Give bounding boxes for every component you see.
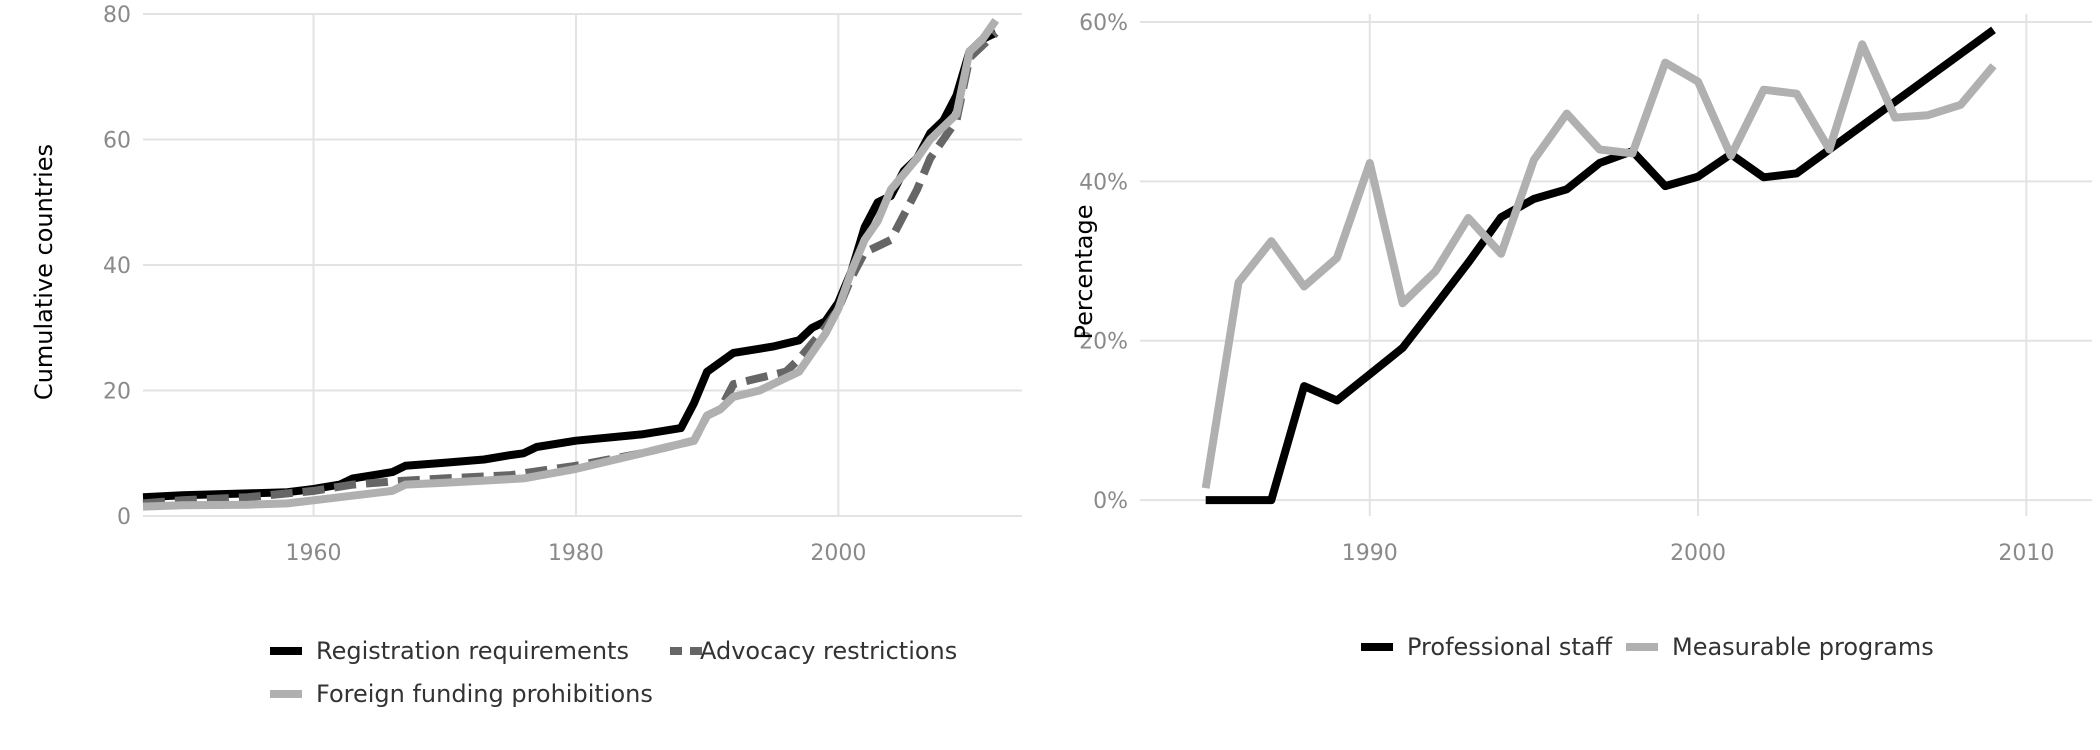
legend-label: Professional staff (1407, 633, 1612, 661)
y-tick-label: 60 (103, 129, 131, 154)
legend-item: Measurable programs (1626, 633, 1934, 661)
series-line-advocacy-restrictions (142, 29, 999, 508)
x-tick-label: 1980 (548, 541, 604, 566)
x-tick-label: 2000 (810, 541, 866, 566)
x-tick-label: 1990 (1342, 541, 1398, 566)
legend-item: Registration requirements (270, 637, 629, 665)
series-line-measurable-programs (1201, 40, 1997, 489)
chart-2: 1990 2000 2010 0% 20% 40% 60% Percentage Profess… (1070, 11, 2092, 661)
legend: Registration requirements Advocacy restri… (270, 637, 957, 708)
y-tick-label: 0% (1093, 489, 1128, 514)
y-tick-label: 40 (103, 254, 131, 279)
legend-label: Advocacy restrictions (700, 637, 957, 665)
y-axis-title: Percentage (1070, 204, 1098, 339)
legend-label: Foreign funding prohibitions (316, 680, 653, 708)
legend-item: Professional staff (1361, 633, 1612, 661)
x-tick-label: 2000 (1670, 541, 1726, 566)
y-tick-label: 60% (1079, 11, 1128, 36)
series-line-foreign-funding-prohibitions (142, 18, 1000, 511)
x-tick-label: 2010 (1998, 541, 2054, 566)
legend-item: Advocacy restrictions (670, 637, 957, 665)
y-tick-label: 40% (1079, 170, 1128, 195)
legend-label: Measurable programs (1672, 633, 1934, 661)
x-tick-label: 1960 (286, 541, 342, 566)
y-tick-label: 20% (1079, 330, 1128, 355)
chart-1: 1960 1980 2000 0 20 40 60 80 Cumulative countrie… (30, 3, 1022, 708)
y-tick-label: 20 (103, 380, 131, 405)
legend-item: Foreign funding prohibitions (270, 680, 653, 708)
legend-label: Registration requirements (316, 637, 629, 665)
y-axis-title: Cumulative countries (30, 144, 58, 400)
legend: Professional staff Measurable programs (1361, 633, 1934, 661)
y-tick-label: 0 (117, 505, 131, 530)
series-line-professional-staff (1205, 26, 1996, 505)
y-tick-label: 80 (103, 3, 131, 28)
